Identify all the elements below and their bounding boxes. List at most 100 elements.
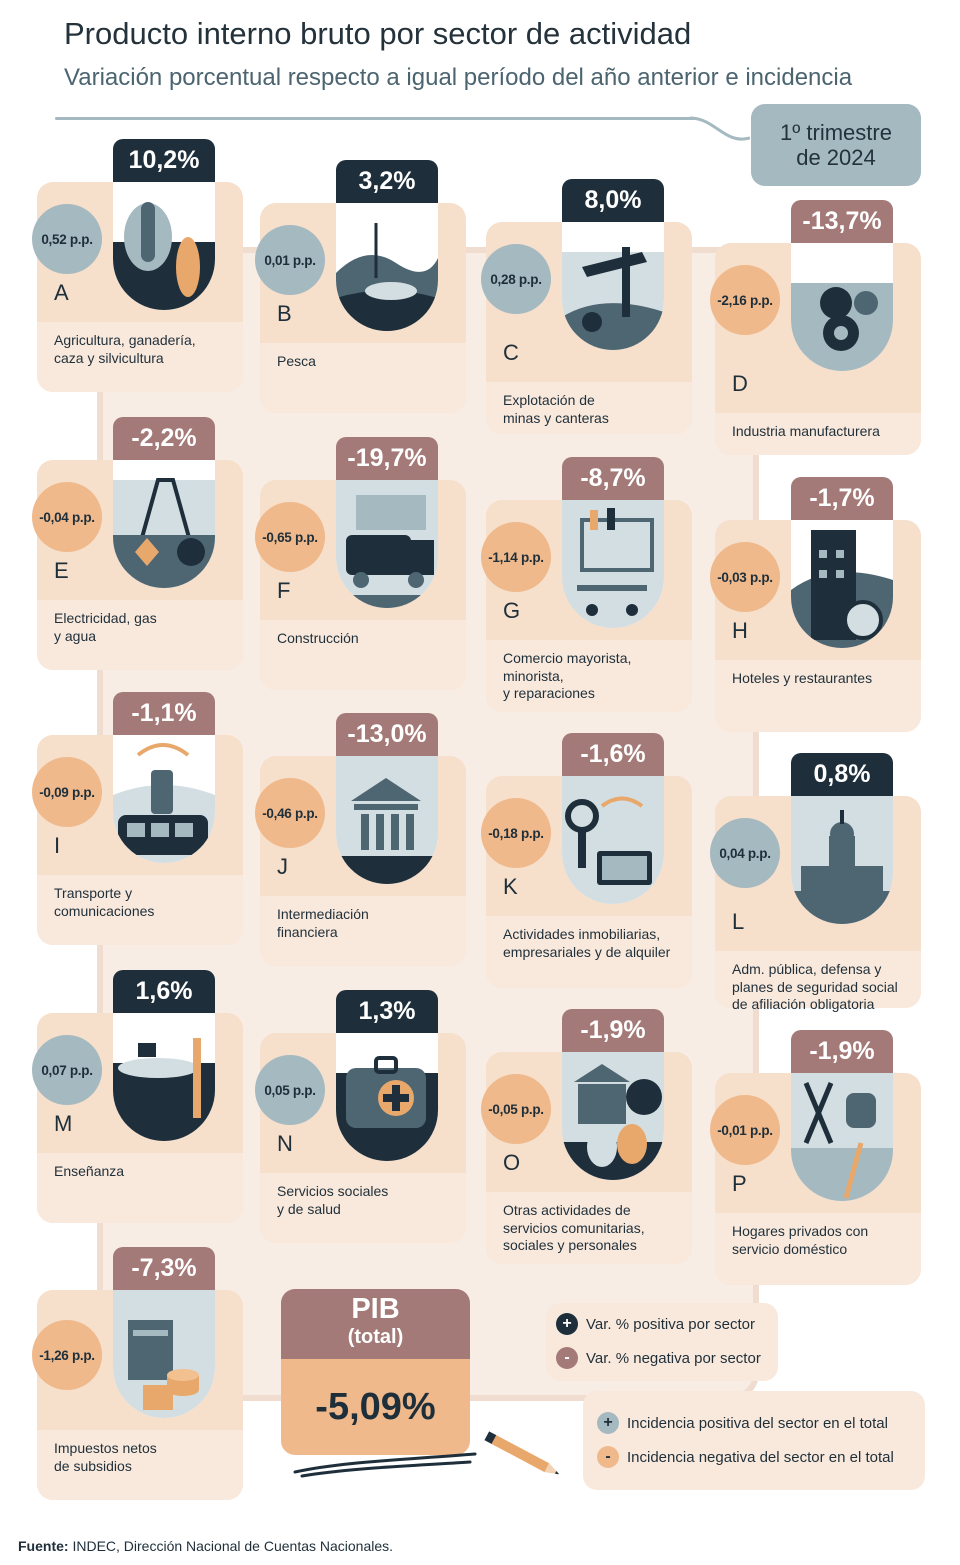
header-rule-curve [690, 116, 750, 141]
sector-name: Pesca [277, 353, 316, 369]
sector-card: -1,7% -0,03 p.p. H Hoteles y restaurante… [710, 477, 921, 732]
source-note: Fuente: INDEC, Dirección Nacional de Cue… [18, 1538, 393, 1554]
medical-kit-icon-art [336, 1056, 438, 1161]
legend-incidence: + Incidencia positiva del sector en el t… [583, 1391, 925, 1490]
incidence-circle: 0,04 p.p. [710, 818, 780, 888]
variation-badge: 3,2% [336, 160, 438, 203]
pib-label: PIB [351, 1293, 400, 1325]
sector-card: 8,0% 0,28 p.p. C Explotación de minas y … [481, 179, 692, 434]
sector-letter: J [277, 854, 288, 879]
sector-card-lower [37, 322, 243, 392]
incidence-circle: 0,05 p.p. [255, 1055, 325, 1125]
oil-pump-icon [562, 222, 664, 350]
incidence-circle: 0,01 p.p. [255, 225, 325, 295]
scribble-decoration [293, 1452, 477, 1478]
sector-card-lower [260, 1173, 466, 1243]
pib-total-box: PIB (total) -5,09% [281, 1289, 470, 1455]
sector-name: Comercio mayorista, minorista, y reparac… [503, 650, 632, 701]
sector-card-lower [37, 600, 243, 670]
sector-card: 3,2% 0,01 p.p. B Pesca [255, 160, 466, 413]
graduation-cap-icon [113, 1013, 215, 1141]
period-label: 1º trimestre de 2024 [751, 104, 921, 186]
household-tools-icon-art [791, 1073, 893, 1201]
sector-letter: D [732, 371, 748, 396]
sector-letter: B [277, 301, 292, 326]
sector-card-lower [715, 1213, 921, 1285]
incidence-circle: -0,01 p.p. [710, 1095, 780, 1165]
sector-card-lower [486, 916, 692, 988]
sector-letter: M [54, 1111, 73, 1136]
legend-item-inc-negative: - Incidencia negativa del sector en el t… [597, 1446, 894, 1468]
livestock-wheat-icon-art [113, 202, 215, 310]
sector-name: Construcción [277, 630, 359, 646]
household-tools-icon [791, 1073, 893, 1201]
pib-header: PIB (total) [281, 1289, 470, 1359]
sector-card: -1,1% -0,09 p.p. I Transporte y comunica… [32, 692, 243, 945]
variation-badge: -7,3% [113, 1247, 215, 1290]
congress-building-icon [791, 796, 893, 924]
power-tower-icon [113, 460, 215, 588]
sector-name: Electricidad, gas y agua [54, 610, 157, 644]
plus-icon: + [556, 1313, 578, 1335]
concrete-truck-icon [336, 480, 438, 608]
sector-card-lower [37, 1153, 243, 1223]
minus-icon: - [597, 1446, 619, 1468]
shopping-cart-icon-art [562, 500, 664, 628]
bank-building-icon-art [336, 756, 438, 884]
sector-letter: E [54, 558, 69, 583]
sector-letter: I [54, 833, 61, 858]
sector-card-lower [260, 343, 466, 413]
key-computer-icon [562, 776, 664, 904]
theater-masks-icon [562, 1052, 664, 1180]
header-rule [55, 117, 695, 120]
source-text: INDEC, Dirección Nacional de Cuentas Nac… [68, 1538, 394, 1554]
bus-phone-icon [113, 735, 215, 863]
sector-card: -13,7% -2,16 p.p. D Industria manufactur… [710, 200, 921, 455]
sector-letter: F [277, 578, 291, 603]
incidence-circle: 0,28 p.p. [481, 244, 551, 314]
sector-name: Impuestos netos de subsidios [54, 1440, 157, 1474]
incidence-circle: -0,04 p.p. [32, 482, 102, 552]
incidence-circle: -0,18 p.p. [481, 798, 551, 868]
source-label: Fuente: [18, 1538, 69, 1554]
sector-card: 1,3% 0,05 p.p. N Servicios sociales y de… [255, 990, 466, 1243]
sector-name: Hoteles y restaurantes [732, 670, 873, 686]
incidence-circle: -0,03 p.p. [710, 542, 780, 612]
bus-phone-icon-art [113, 743, 215, 863]
sector-letter: N [277, 1131, 293, 1156]
sector-card: -1,9% -0,05 p.p. O Otras actividades de … [481, 1009, 692, 1264]
sector-card: -7,3% -1,26 p.p. Impuestos netos de subs… [32, 1247, 243, 1500]
medical-kit-icon [336, 1033, 438, 1161]
power-tower-icon-art [113, 478, 215, 588]
gears-icon [791, 243, 893, 371]
sector-card-lower [715, 660, 921, 732]
incidence-circle: -1,26 p.p. [32, 1320, 102, 1390]
legend-item-inc-positive: + Incidencia positiva del sector en el t… [597, 1412, 888, 1434]
incidence-circle: -0,65 p.p. [255, 502, 325, 572]
sector-letter: K [503, 874, 518, 899]
pib-value: -5,09% [281, 1359, 470, 1455]
sector-card: -13,0% -0,46 p.p. J Intermediación finan… [255, 713, 466, 966]
sector-card: -1,9% -0,01 p.p. P Hogares privados con … [710, 1030, 921, 1285]
incidence-circle: -1,14 p.p. [481, 522, 551, 592]
fishing-hook-icon-art [336, 223, 438, 331]
sector-card-lower [486, 640, 692, 712]
sector-name: Otras actividades de servicios comunitar… [503, 1202, 645, 1253]
sector-name: Explotación de minas y canteras [503, 392, 609, 426]
sector-name: Industria manufacturera [732, 423, 880, 439]
variation-badge: -1,1% [113, 692, 215, 735]
key-computer-icon-art [562, 776, 664, 904]
concrete-truck-icon-art [336, 480, 438, 608]
legend-label: Var. % negativa por sector [586, 1349, 761, 1367]
sector-letter: H [732, 618, 748, 643]
sector-card: -2,2% -0,04 p.p. E Electricidad, gas y a… [32, 417, 243, 670]
oil-pump-icon-art [562, 247, 664, 350]
variation-badge: -1,6% [562, 733, 664, 776]
incidence-circle: -0,09 p.p. [32, 757, 102, 827]
variation-badge: 1,6% [113, 970, 215, 1013]
fishing-hook-icon [336, 203, 438, 331]
sector-card-lower [486, 1192, 692, 1264]
sector-card-lower [715, 951, 921, 1008]
incidence-circle: 0,52 p.p. [32, 204, 102, 274]
congress-building-icon-art [791, 796, 893, 924]
